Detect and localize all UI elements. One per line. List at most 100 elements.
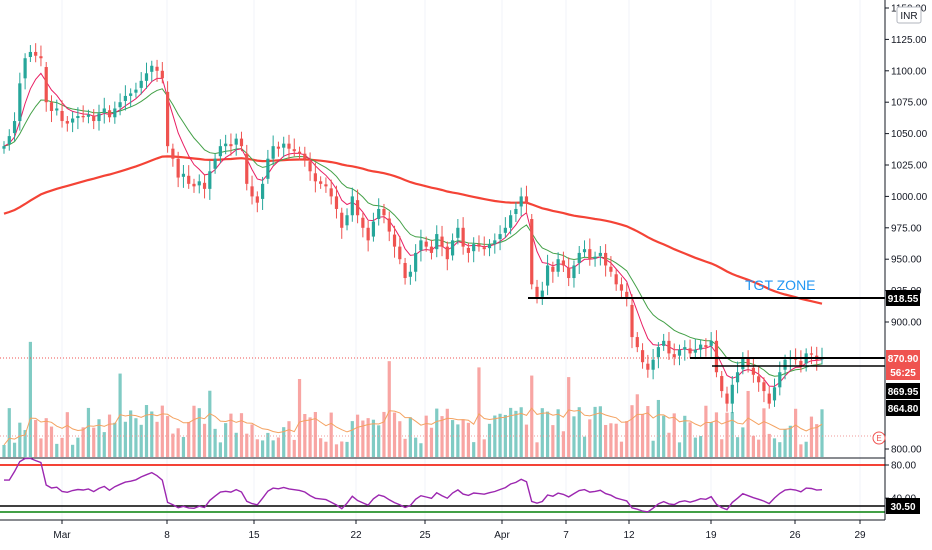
candle-body <box>545 265 550 286</box>
volume-bar <box>187 421 191 457</box>
candle-body <box>493 240 497 245</box>
volume-bar <box>366 418 370 457</box>
candle-body <box>176 158 180 178</box>
volume-bar <box>556 409 560 457</box>
earnings-marker[interactable]: E <box>872 431 886 445</box>
level-2-tag: 864.80 <box>886 400 920 416</box>
volume-bar <box>155 421 159 457</box>
volume-bar <box>477 367 481 457</box>
volume-bar <box>319 438 323 457</box>
price-tick-label: 1025.00 <box>891 161 928 172</box>
volume-bar <box>81 427 85 457</box>
volume-bar <box>12 442 17 457</box>
volume-bar <box>171 433 175 457</box>
candle-body <box>382 208 386 216</box>
volume-bar <box>340 441 344 457</box>
volume-bar <box>509 407 513 457</box>
candle-body <box>778 372 782 388</box>
volume-bar <box>445 408 449 457</box>
svg-text:E: E <box>876 434 881 443</box>
volume-bar <box>414 437 418 457</box>
candle-body <box>619 284 624 291</box>
volume-bar <box>751 435 755 457</box>
volume-bar <box>176 428 180 457</box>
currency-badge[interactable]: INR <box>896 6 922 24</box>
candle-body <box>582 249 587 253</box>
candle-body <box>329 188 333 197</box>
candle-body <box>403 262 407 279</box>
volume-bar <box>677 442 682 457</box>
candle-body <box>424 241 428 247</box>
candle-body <box>530 219 534 285</box>
candle-body <box>683 347 687 350</box>
candle-body <box>540 290 544 297</box>
volume-bar <box>804 441 808 457</box>
candle-body <box>361 217 365 228</box>
volume-bar <box>113 422 117 457</box>
candle-body <box>245 153 249 184</box>
volume-bar <box>809 416 814 457</box>
price-tick-label: 900.00 <box>891 318 922 329</box>
volume-bar <box>741 427 745 457</box>
candle-body <box>604 252 608 266</box>
candle-body <box>709 340 713 346</box>
candle-body <box>297 151 302 154</box>
candle-body <box>308 161 312 172</box>
volume-bar <box>482 439 486 457</box>
volume-bar <box>419 443 423 457</box>
candle-body <box>656 347 660 358</box>
volume-bar <box>150 411 154 457</box>
svg-text:INR: INR <box>900 11 917 22</box>
date-tick-label: 29 <box>854 530 866 541</box>
date-tick-label: 12 <box>623 530 635 541</box>
candle-body <box>355 200 360 216</box>
candle-body <box>171 148 175 159</box>
candle-body <box>60 110 64 122</box>
candle-body <box>630 304 634 338</box>
date-tick-label: Mar <box>53 530 71 541</box>
volume-bar <box>778 442 782 457</box>
volume-bar <box>28 341 32 457</box>
candle-body <box>86 114 91 117</box>
volume-bar <box>34 419 38 457</box>
volume-bar <box>160 405 164 457</box>
volume-bar <box>213 428 217 457</box>
volume-bar <box>714 412 719 457</box>
volume-bar <box>144 405 149 457</box>
volume-bar <box>815 424 819 457</box>
candle-body <box>134 89 138 93</box>
volume-bar <box>403 438 407 457</box>
candle-body <box>588 249 592 260</box>
candle-body <box>18 83 22 122</box>
volume-bar <box>487 423 492 457</box>
svg-text:870.90: 870.90 <box>888 354 919 365</box>
volume-bar <box>71 444 75 457</box>
volume-bar <box>398 421 402 457</box>
chart-grid <box>61 0 861 520</box>
candle-body <box>208 171 212 189</box>
volume-bar <box>218 442 222 457</box>
candle-body <box>783 359 787 370</box>
candle-body <box>551 266 555 272</box>
price-tick-label: 950.00 <box>891 255 922 266</box>
candle-body <box>324 184 328 187</box>
volume-bar <box>540 408 544 457</box>
volume-bar <box>688 422 692 457</box>
candle-body <box>524 196 529 203</box>
volume-bar <box>625 421 629 457</box>
candle-body <box>735 372 740 383</box>
price-tick-label: 975.00 <box>891 223 922 234</box>
candle-countdown: 56:25 <box>890 368 916 379</box>
volume-bar <box>667 432 671 457</box>
candle-body <box>519 196 523 207</box>
volume-bar <box>192 405 196 457</box>
volume-bar <box>7 408 11 457</box>
volume-bar <box>208 390 212 457</box>
rsi-line <box>4 457 823 513</box>
ema-mid-line <box>3 88 823 377</box>
volume-bar <box>757 439 761 457</box>
candle-body <box>28 51 32 57</box>
candle-body <box>123 95 127 101</box>
tgt-zone-label: TGT ZONE <box>745 277 816 293</box>
